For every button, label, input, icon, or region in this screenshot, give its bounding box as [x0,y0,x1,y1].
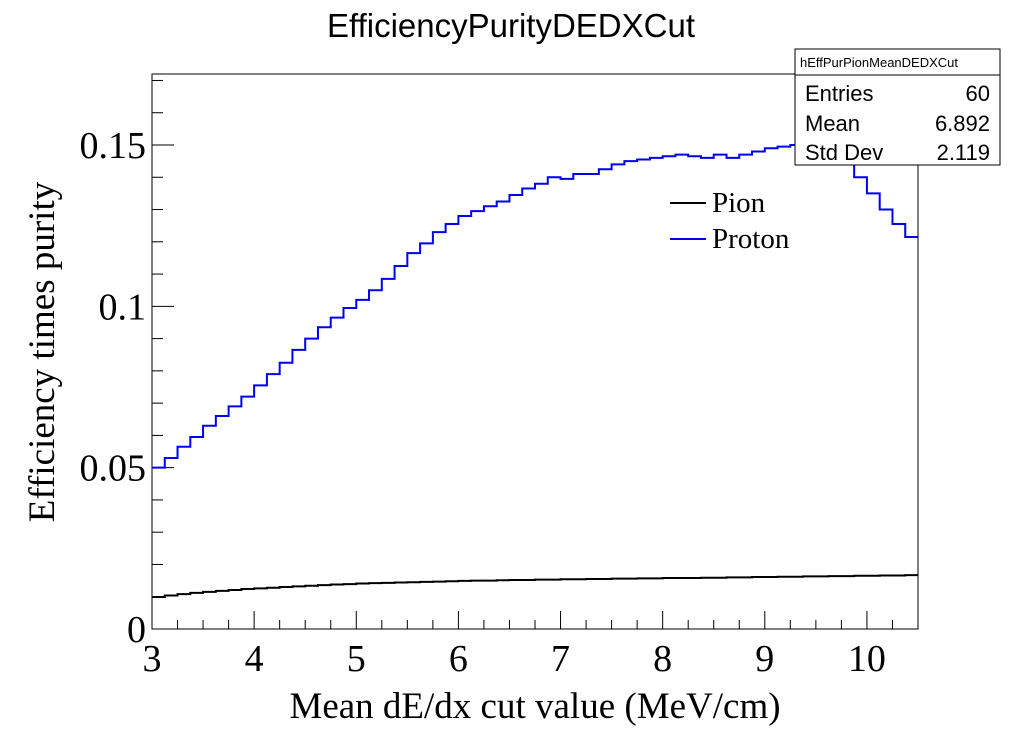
stats-label-stddev: Std Dev [805,140,883,165]
stats-value-mean: 6.892 [935,111,990,136]
series-line-proton [152,143,918,469]
x-axis-label: Mean dE/dx cut value (MeV/cm) [289,686,780,727]
x-tick-label: 6 [449,638,468,680]
x-tick-label: 9 [755,638,774,680]
y-tick-label: 0.1 [99,286,147,328]
x-tick-label: 7 [551,638,570,680]
x-tick-label: 4 [245,638,264,680]
stats-hist-name: hEffPurPionMeanDEDXCut [800,55,958,70]
chart-title: EfficiencyPurityDEDXCut [327,7,695,44]
series-line-pion [152,574,918,599]
stats-label-entries: Entries [805,81,873,106]
y-tick-label: 0.15 [80,125,147,167]
y-axis-label: Efficiency times purity [22,181,63,522]
stats-box: hEffPurPionMeanDEDXCut Entries 60 Mean 6… [794,48,1001,166]
x-tick-label: 3 [143,638,162,680]
stats-label-mean: Mean [805,111,860,136]
stats-box-frame [794,48,1001,166]
y-tick-label: 0 [127,609,146,651]
series-layer [152,143,918,599]
x-tick-label: 10 [848,638,886,680]
legend-label-pion: Pion [712,187,766,219]
legend: Pion Proton [662,180,832,256]
legend-label-proton: Proton [712,223,790,255]
y-axis: 0 0.05 0.1 0.15 [80,79,174,651]
stats-value-stddev: 2.119 [937,140,990,165]
legend-background [662,180,832,256]
x-axis: 3 4 5 6 7 8 9 10 [143,611,919,680]
y-tick-label: 0.05 [80,448,147,490]
x-tick-label: 8 [653,638,672,680]
stats-value-entries: 60 [966,81,990,106]
x-tick-label: 5 [347,638,366,680]
